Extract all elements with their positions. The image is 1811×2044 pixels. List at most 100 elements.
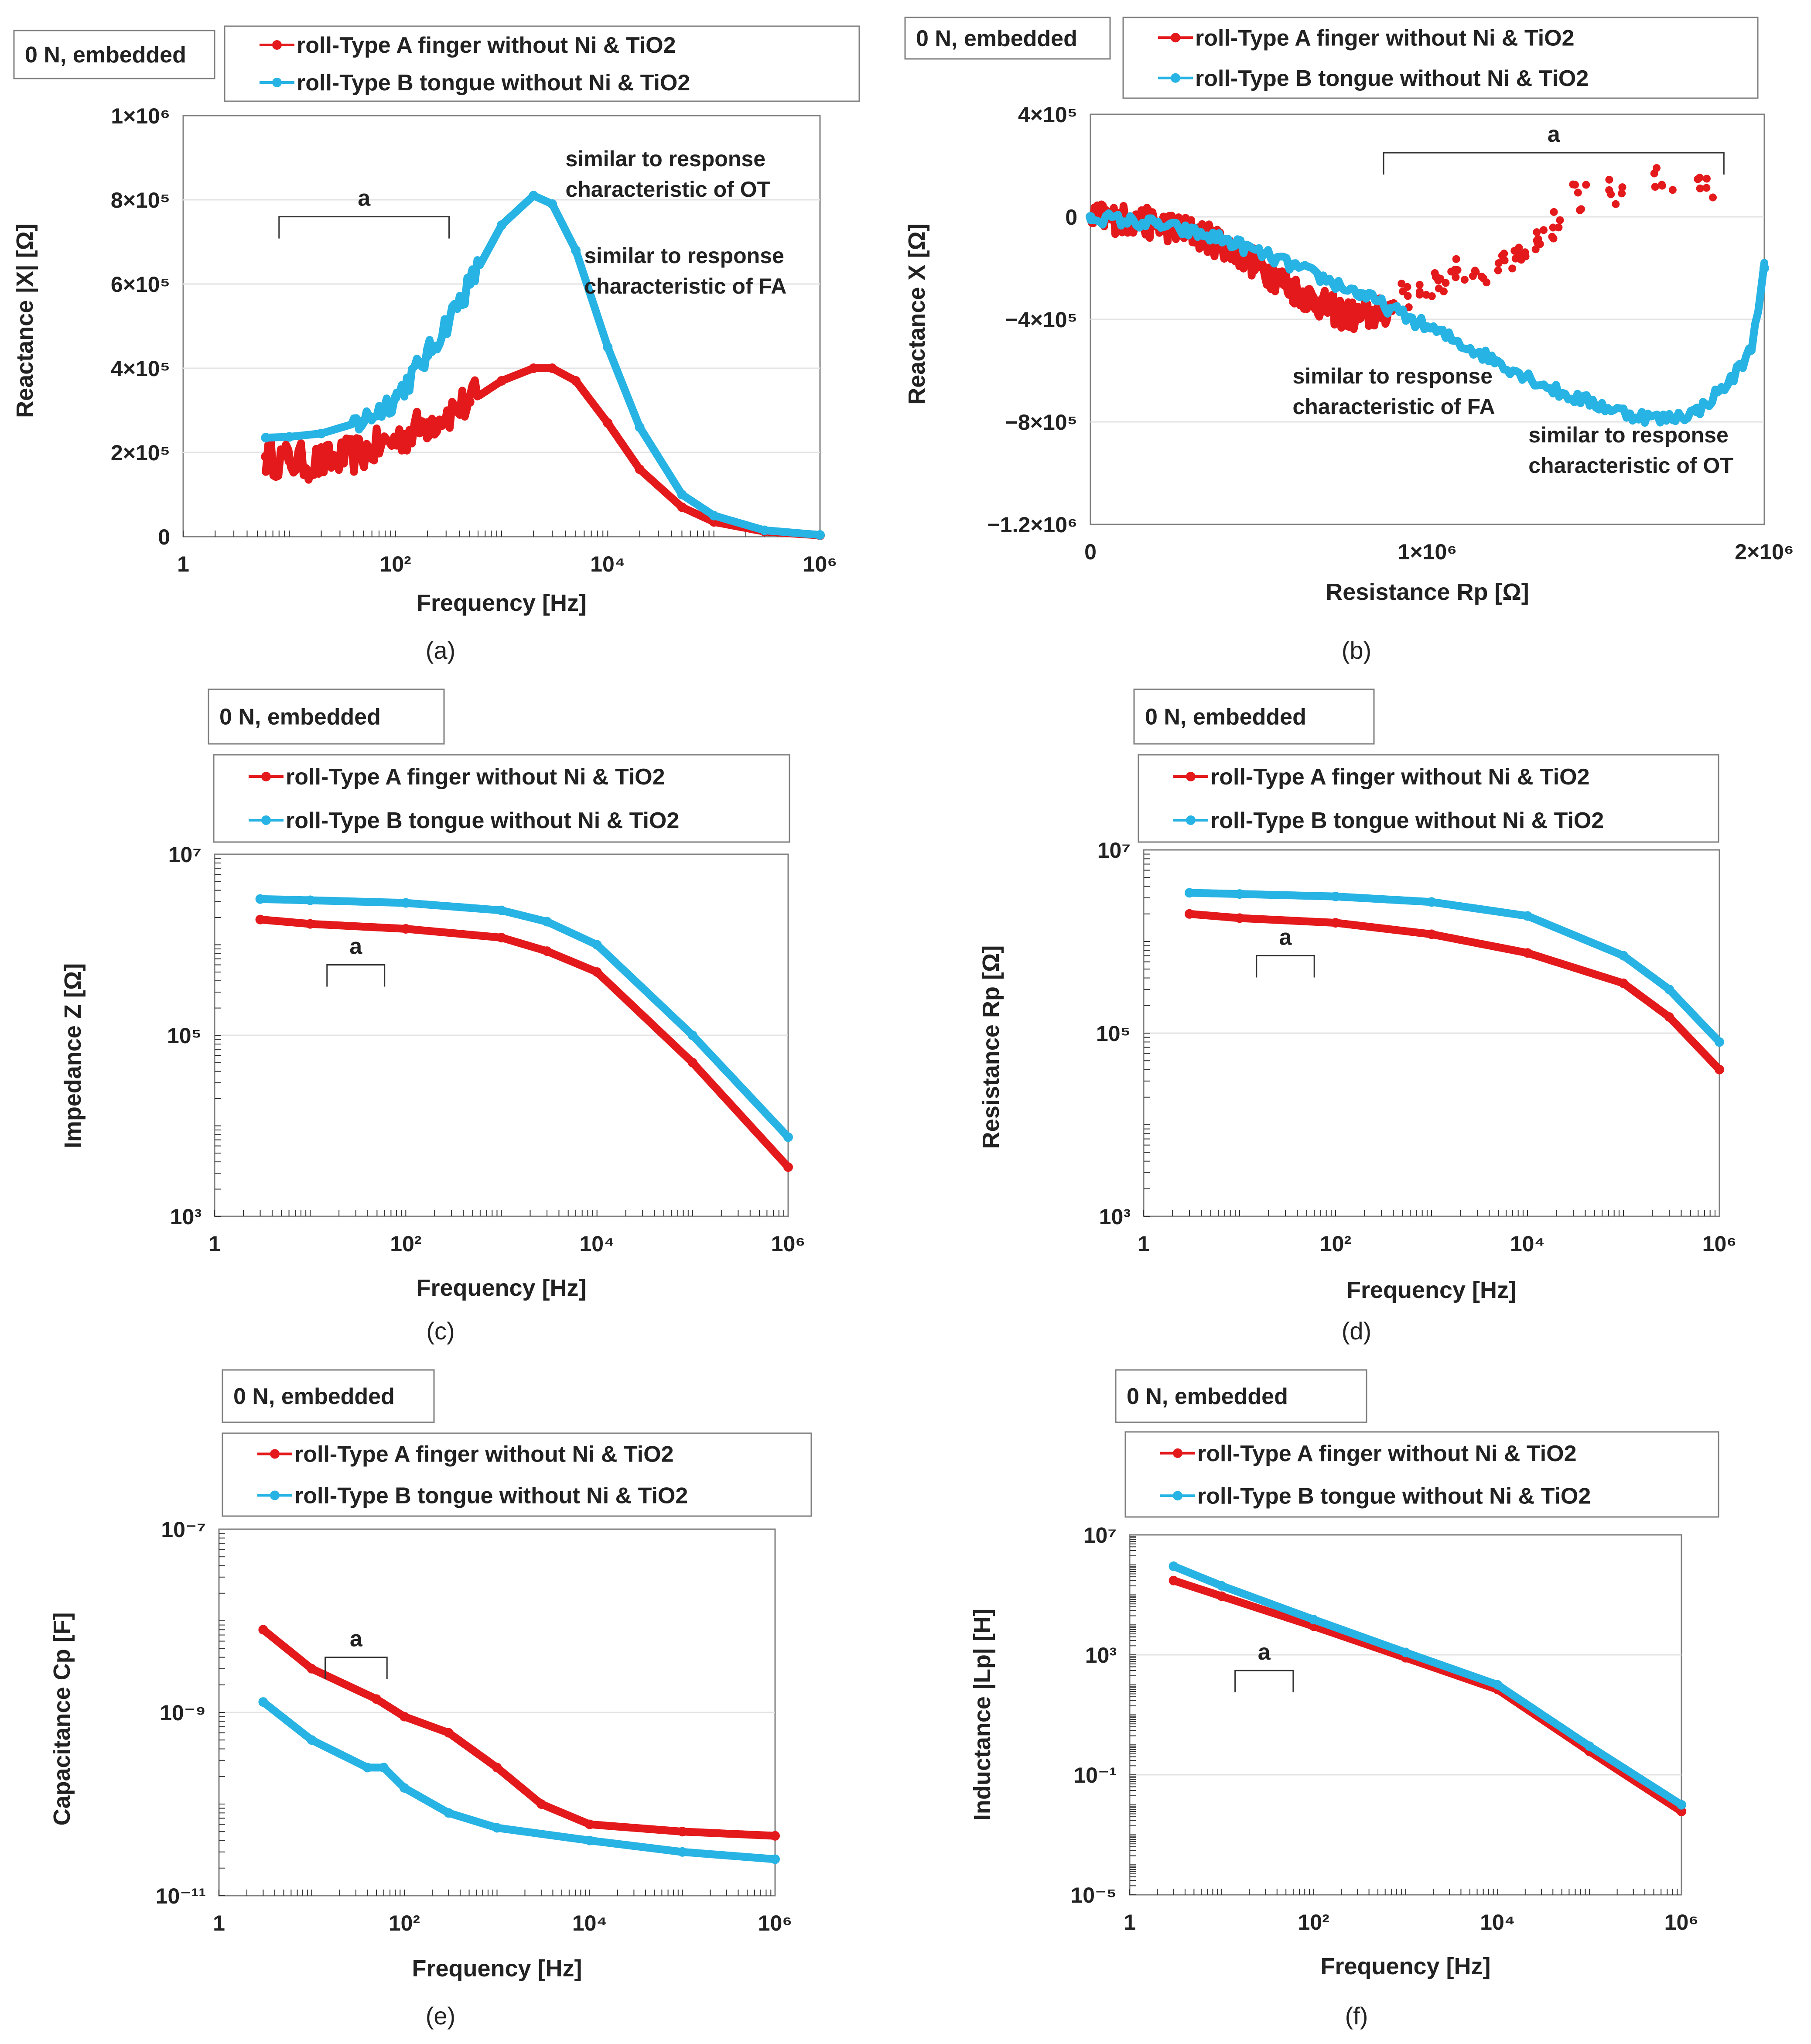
data-point: [1490, 356, 1500, 365]
series-type-a: [1184, 909, 1724, 1075]
scatter-point: [1499, 256, 1507, 264]
x-axis-label: Frequency [Hz]: [417, 590, 587, 616]
scatter-point: [1550, 208, 1558, 216]
scatter-point: [1483, 278, 1491, 287]
legend-label-b: roll-Type B tongue without Ni & TiO2: [1197, 1483, 1591, 1509]
scatter-point: [1549, 234, 1558, 243]
condition-box: [208, 688, 445, 745]
x-tick-label: 10²: [1320, 1232, 1351, 1256]
data-point: [536, 1799, 546, 1809]
scatter-point: [1605, 175, 1613, 184]
scatter-point: [1531, 245, 1540, 253]
scatter-point: [1556, 216, 1564, 224]
data-point: [316, 428, 326, 438]
annotation-label: characteristic of OT: [1528, 453, 1733, 478]
data-point: [305, 895, 315, 905]
data-point: [316, 458, 326, 468]
scatter-point: [1577, 205, 1585, 213]
series-type-a: [258, 1625, 780, 1841]
y-tick-label: 10³: [170, 1205, 202, 1229]
y-axis-label: Reactance |X| [Ω]: [12, 223, 38, 418]
y-tick-label: 10⁵: [167, 1024, 202, 1048]
condition-label: 0 N, embedded: [25, 42, 186, 68]
y-tick-label: 1×10⁶: [111, 104, 170, 128]
annotation-label: a: [1548, 122, 1561, 147]
data-point: [1288, 260, 1298, 270]
scatter-point: [1696, 184, 1704, 192]
series-type-a: [261, 363, 825, 541]
panel-e: 0 N, embedded roll-Type A finger without …: [49, 1369, 812, 2030]
scatter-point: [1471, 267, 1479, 275]
panel-caption: (e): [426, 2002, 455, 2030]
series-type-b: [1169, 1561, 1686, 1810]
scatter-point: [1533, 228, 1541, 236]
data-point: [547, 199, 557, 209]
annotation-label: characteristic of FA: [1293, 394, 1495, 419]
x-tick-label: 2×10⁶: [1735, 540, 1794, 564]
y-axis-label: Inductance |Lp| [H]: [969, 1609, 996, 1821]
series-type-b: [1086, 209, 1769, 427]
data-point: [585, 1819, 595, 1829]
scatter-point: [1404, 292, 1412, 300]
scatter-point: [1494, 266, 1502, 274]
y-tick-label: 4×10⁵: [111, 356, 170, 381]
annotation-label: characteristic of OT: [566, 177, 771, 202]
series-line: [1169, 1562, 1683, 1808]
scatter-point: [1452, 273, 1460, 281]
data-point: [401, 924, 411, 934]
scatter-point: [1695, 174, 1704, 182]
y-tick-label: −8×10⁵: [1005, 410, 1077, 435]
legend-marker-a: [1186, 772, 1196, 781]
data-point: [759, 525, 769, 535]
plot-area: [1129, 1534, 1682, 1896]
data-point: [1220, 235, 1230, 245]
panel-caption: (f): [1345, 2002, 1368, 2030]
series-line: [1169, 1576, 1683, 1814]
data-point: [1235, 889, 1244, 899]
scatter-point: [1447, 267, 1456, 276]
x-tick-label: 10²: [389, 1911, 420, 1935]
legend-label-b: roll-Type B tongue without Ni & TiO2: [1195, 66, 1589, 91]
legend-box: [1122, 17, 1759, 99]
legend-label-a: roll-Type A finger without Ni & TiO2: [294, 1442, 674, 1467]
data-point: [307, 1664, 317, 1674]
data-point: [400, 1712, 409, 1722]
data-point: [390, 435, 400, 445]
data-point: [465, 397, 475, 407]
scatter-point: [1442, 279, 1450, 287]
data-point: [1086, 212, 1095, 222]
data-point: [1309, 1615, 1319, 1625]
y-tick-label: 10⁵: [1096, 1021, 1131, 1046]
data-point: [497, 376, 506, 386]
condition-label: 0 N, embedded: [219, 705, 381, 730]
data-point: [1427, 929, 1436, 939]
x-axis-label: Resistance Rp [Ω]: [1326, 579, 1529, 605]
data-point: [465, 279, 475, 289]
data-point: [261, 452, 271, 462]
scatter-point: [1435, 284, 1443, 293]
data-point: [1288, 284, 1298, 294]
series-type-b: [1184, 888, 1724, 1047]
data-point: [1664, 1012, 1674, 1022]
y-axis-label: Capacitance Cp [F]: [49, 1612, 75, 1825]
x-tick-label: 10⁶: [1664, 1910, 1699, 1934]
data-point: [677, 1847, 687, 1857]
scatter-point: [1533, 238, 1541, 247]
data-point: [255, 894, 265, 904]
data-point: [709, 510, 719, 520]
y-axis-label: Impedance Z [Ω]: [60, 963, 86, 1148]
legend-label-a: roll-Type A finger without Ni & TiO2: [1210, 764, 1590, 790]
y-tick-label: −4×10⁵: [1005, 308, 1077, 332]
data-point: [635, 422, 645, 432]
series-line: [256, 915, 790, 1169]
panel-a: 0 N, embedded roll-Type A finger without …: [12, 25, 860, 664]
x-tick-label: 10⁴: [1480, 1910, 1515, 1934]
annotation-label: a: [1279, 925, 1292, 950]
scatter-point: [1702, 184, 1711, 192]
data-point: [1254, 260, 1264, 270]
legend-marker-a: [261, 772, 271, 781]
data-point: [390, 393, 400, 403]
data-point: [1338, 309, 1348, 319]
data-point: [1692, 407, 1702, 417]
data-point: [677, 502, 687, 512]
